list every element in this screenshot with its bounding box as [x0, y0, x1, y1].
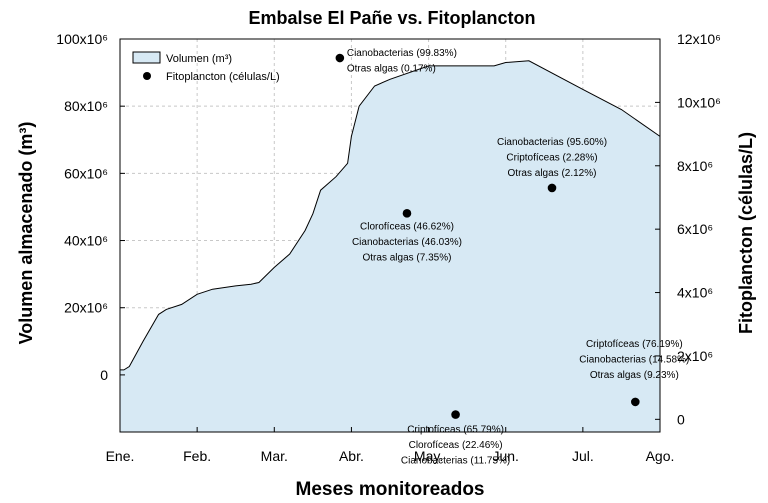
- point-annotation: Cianobacterias (95.60%): [497, 137, 607, 148]
- x-tick-label: Abr.: [339, 448, 364, 464]
- point-annotation: Criptofíceas (2.28%): [506, 152, 597, 163]
- point-annotation: Otras algas (2.12%): [508, 168, 597, 179]
- left-tick-label: 20x10⁶: [64, 300, 108, 316]
- right-tick-label: 10x10⁶: [677, 94, 721, 110]
- volume-area: [120, 60, 660, 433]
- left-axis: 100x10⁶ 80x10⁶ 60x10⁶ 40x10⁶ 20x10⁶ 0: [56, 31, 125, 383]
- x-tick-label: Ene.: [106, 448, 135, 464]
- point-annotation: Criptofíceas (65.79%): [407, 425, 504, 436]
- x-axis: Ene. Feb. Mar. Abr. May. Jun. Jul. Ago.: [106, 427, 675, 464]
- x-tick-label: Feb.: [183, 448, 211, 464]
- point-annotation: Otras algas (7.35%): [363, 252, 452, 263]
- point-annotation: Clorofíceas (22.46%): [409, 440, 503, 451]
- x-tick-label: May.: [414, 448, 443, 464]
- plot-frame: [119, 38, 661, 433]
- y-axis-right-label: Fitoplancton (células/L): [736, 132, 756, 334]
- right-tick-label: 2x10⁶: [677, 348, 713, 364]
- legend-area-label: Volumen (m³): [166, 53, 232, 65]
- phytoplankton-point: [631, 397, 640, 407]
- point-annotation: Otras algas (0.17%): [347, 64, 436, 75]
- x-tick-label: Jun.: [492, 448, 518, 464]
- legend-point-label: Fitoplancton (células/L): [166, 71, 280, 83]
- x-tick-label: Jul.: [572, 448, 594, 464]
- legend-point-marker: [143, 72, 151, 80]
- left-tick-label: 0: [100, 367, 108, 383]
- x-axis-label: Meses monitoreados: [296, 479, 485, 500]
- phytoplankton-point: [547, 183, 557, 193]
- legend: Volumen (m³) Fitoplancton (células/L): [132, 51, 280, 83]
- phytoplankton-point: [335, 53, 345, 63]
- right-tick-label: 8x10⁶: [677, 158, 713, 174]
- point-annotation: Clorofíceas (46.62%): [360, 221, 454, 232]
- phytoplankton-point: [451, 410, 460, 419]
- volume-line: [120, 60, 661, 371]
- right-tick-label: 0: [677, 411, 685, 427]
- chart-title: Embalse El Pañe vs. Fitoplancton: [248, 8, 535, 28]
- point-annotation: Criptofíceas (76.19%): [586, 339, 683, 350]
- phytoplankton-points: Cianobacterias (99.83%) Otras algas (0.17…: [335, 48, 689, 467]
- point-annotation: Cianobacterias (11.75%): [401, 456, 510, 467]
- point-annotation: Cianobacterias (99.83%): [347, 48, 457, 59]
- left-tick-label: 100x10⁶: [56, 31, 108, 47]
- left-tick-label: 60x10⁶: [64, 165, 108, 181]
- left-tick-label: 80x10⁶: [64, 98, 108, 114]
- x-tick-label: Ago.: [646, 448, 675, 464]
- phytoplankton-point: [402, 209, 412, 218]
- right-tick-label: 4x10⁶: [677, 285, 713, 301]
- right-axis: 12x10⁶ 10x10⁶ 8x10⁶ 6x10⁶ 4x10⁶ 2x10⁶ 0: [655, 31, 721, 427]
- right-tick-label: 12x10⁶: [677, 31, 721, 47]
- point-annotation: Otras algas (9.23%): [590, 370, 679, 381]
- x-tick-label: Mar.: [261, 448, 288, 464]
- right-tick-label: 6x10⁶: [677, 221, 713, 237]
- point-annotation: Cianobacterias (46.03%): [352, 237, 462, 248]
- left-tick-label: 40x10⁶: [64, 233, 108, 249]
- y-axis-left-label: Volumen almacenado (m³): [16, 122, 36, 345]
- legend-area-swatch: [132, 51, 161, 64]
- point-annotation: Cianobacterias (14.58%): [579, 354, 689, 365]
